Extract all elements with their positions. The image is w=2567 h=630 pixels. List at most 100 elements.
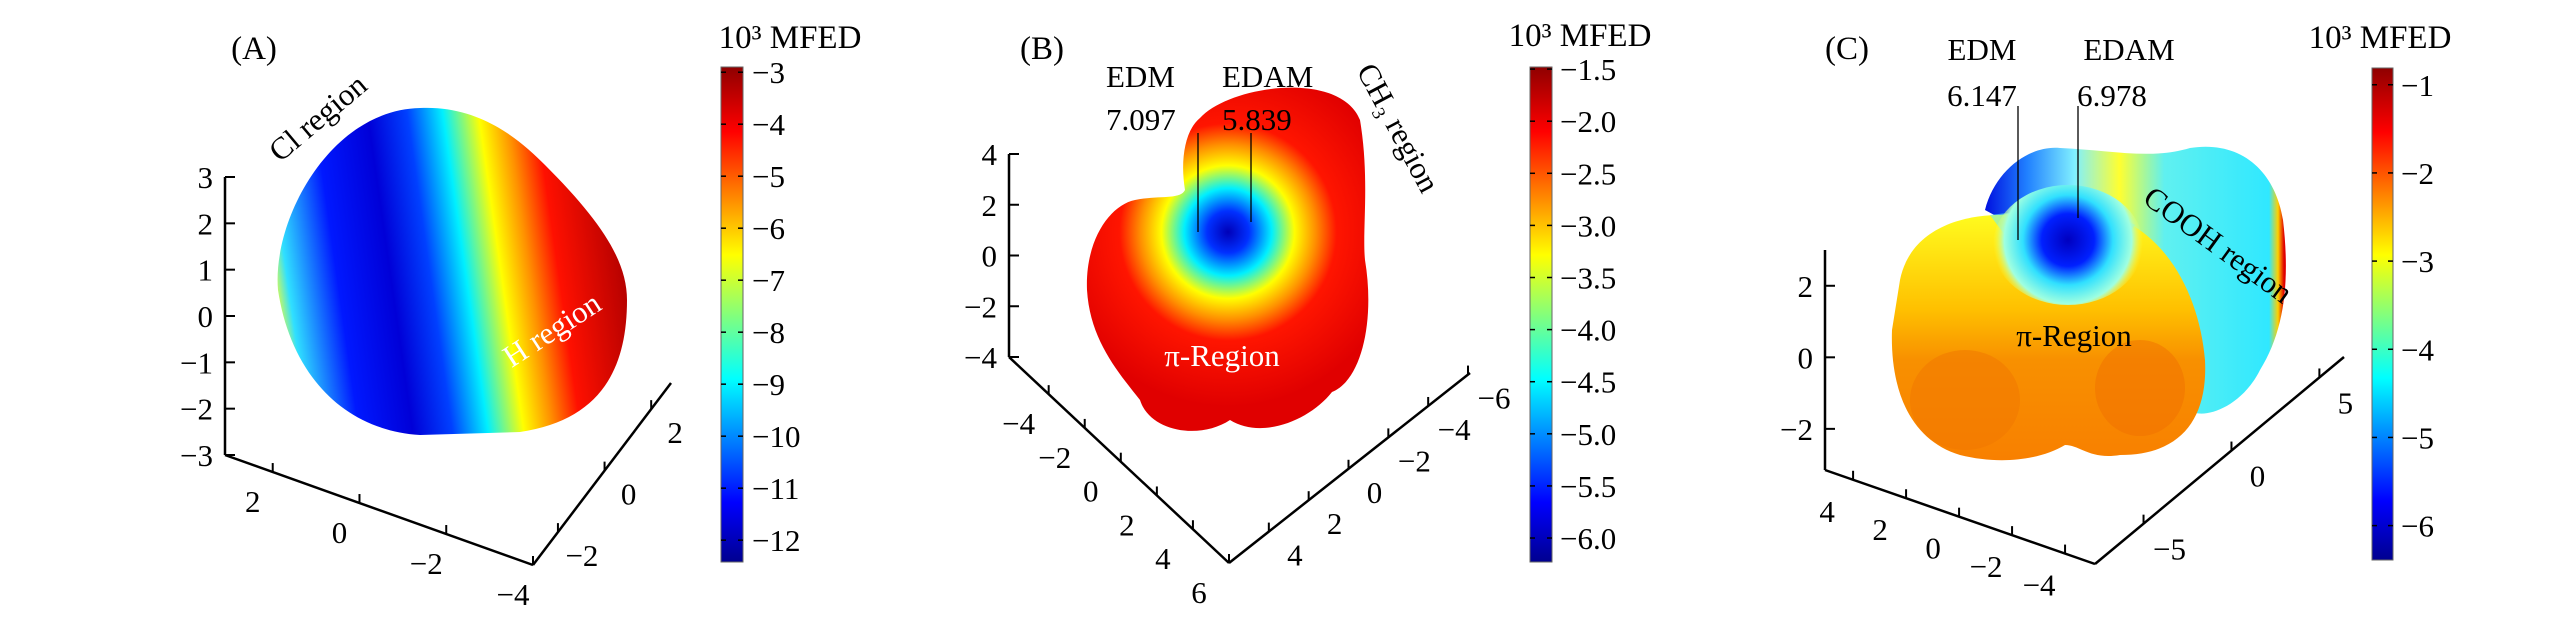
- z-tick-label: −3: [180, 438, 213, 473]
- colorbar-tick-label: −11: [752, 471, 799, 506]
- colorbar: 10³ MFED−1.5 −2.0 −2.5 −3.0 −3.5 −4.0 −4.5 −5.0…: [1509, 18, 1652, 563]
- x-axis-line: [224, 453, 534, 567]
- annotation-edm-label: EDM: [1948, 32, 2017, 67]
- x-tick-label: 4: [1819, 494, 1835, 529]
- y-tick-label: 4: [1287, 538, 1303, 573]
- x-tick-label: −2: [410, 546, 443, 581]
- x-tick-label: 2: [245, 484, 261, 519]
- panel-c: [1891, 146, 2286, 461]
- y-tick-label: −2: [565, 538, 598, 573]
- colorbar-tick-label: −2.5: [1560, 156, 1616, 191]
- x-tick-label: 0: [1925, 531, 1941, 566]
- colorbar-tick-label: −3.5: [1560, 261, 1616, 296]
- annotation-edam-value: 5.839: [1222, 102, 1292, 137]
- panel-label: (B): [1020, 31, 1064, 67]
- z-tick-label: 3: [198, 160, 214, 195]
- z-tick-label: 2: [1798, 269, 1814, 304]
- colorbar-tick-label: −8: [752, 315, 785, 350]
- x-tick-label: 2: [1119, 507, 1135, 542]
- colorbar-tick-label: −6: [752, 211, 785, 246]
- colorbar-tick-label: −5.0: [1560, 417, 1616, 452]
- z-tick-label: 2: [198, 206, 214, 241]
- colorbar-tick-label: −10: [752, 419, 800, 454]
- colorbar-tick-label: −1: [2401, 68, 2434, 103]
- x-tick-label: 2: [1872, 512, 1888, 547]
- y-tick-label: −4: [1438, 412, 1471, 447]
- x-axis: 4 2 0 −2 −4: [1819, 468, 2096, 603]
- colorbar-tick-label: −4: [2401, 332, 2434, 367]
- surface-a: [277, 107, 627, 435]
- colorbar-title: 10³ MFED: [719, 20, 862, 56]
- surface-b: [1086, 87, 1369, 431]
- y-axis-line: [2094, 356, 2345, 565]
- panel-b: [1086, 87, 1369, 431]
- panel-label: (C): [1825, 31, 1869, 67]
- y-tick-label: 2: [1327, 506, 1343, 541]
- colorbar-gradient: [2371, 67, 2394, 561]
- colorbar-tick-label: −1.5: [1560, 52, 1616, 87]
- colorbar-tick-label: −4.0: [1560, 313, 1616, 348]
- colorbar-tick-label: −3.0: [1560, 208, 1616, 243]
- colorbar-tick-label: −7: [752, 263, 785, 298]
- colorbar-tick-label: −6: [2401, 509, 2434, 544]
- z-tick-label: −2: [180, 392, 213, 427]
- colorbar: 10³ MFED−3 −4 −5 −6 −7 −8 −9 −10 −11 −12: [719, 20, 862, 563]
- annotation-edm-value: 6.147: [1947, 78, 2017, 113]
- z-tick-label: 1: [198, 253, 214, 288]
- panel-label: (A): [231, 31, 277, 67]
- colorbar-title: 10³ MFED: [1509, 18, 1652, 54]
- colorbar-tick-label: −12: [752, 523, 800, 558]
- y-tick-label: 5: [2338, 385, 2354, 420]
- annotation-region2: π-Region: [2016, 318, 2132, 353]
- colorbar-tick-label: −2: [2401, 156, 2434, 191]
- z-tick-label: −1: [180, 345, 213, 380]
- x-tick-label: 0: [332, 515, 348, 550]
- x-axis: 2 0 −2 −4: [224, 453, 534, 612]
- z-axis: 4 2 0 −2 −4: [964, 137, 1019, 375]
- x-tick-label: 0: [1083, 474, 1099, 509]
- annotation-edam-label: EDAM: [2083, 32, 2174, 67]
- z-axis: 3 2 1 0 −1 −2 −3: [180, 160, 235, 473]
- surface-c-edm-spot: [1993, 185, 2143, 305]
- annotation-edam-value: 6.978: [2077, 78, 2147, 113]
- z-tick-label: 0: [982, 239, 998, 274]
- x-tick-label: −4: [2023, 568, 2056, 603]
- colorbar-title: 10³ MFED: [2309, 20, 2452, 56]
- colorbar-tick-label: −4.5: [1560, 365, 1616, 400]
- colorbar-tick-label: −5: [752, 159, 785, 194]
- z-axis: 2 0 −2: [1780, 250, 1835, 470]
- x-tick-label: 4: [1155, 541, 1171, 576]
- colorbar-tick-label: −6.0: [1560, 521, 1616, 556]
- colorbar-tick-label: −9: [752, 367, 785, 402]
- y-axis-line: [532, 382, 672, 566]
- y-tick-label: 0: [2250, 459, 2266, 494]
- x-tick-label: −4: [1002, 406, 1035, 441]
- annotation-region2: π-Region: [1164, 338, 1280, 373]
- annotation-edm-label: EDM: [1106, 59, 1175, 94]
- x-tick-label: −2: [1038, 440, 1071, 475]
- colorbar-tick-label: −5.5: [1560, 469, 1616, 504]
- annotation-edam-label: EDAM: [1222, 59, 1313, 94]
- colorbar-tick-label: −3: [752, 55, 785, 90]
- y-tick-label: 0: [1367, 475, 1383, 510]
- x-axis-line: [1824, 468, 2096, 566]
- annotation-edm-value: 7.097: [1106, 102, 1176, 137]
- z-tick-label: −2: [1780, 412, 1813, 447]
- y-tick-label: −5: [2153, 532, 2186, 567]
- z-tick-label: 4: [982, 137, 998, 172]
- y-axis: −2 02: [532, 382, 683, 573]
- colorbar: 10³ MFED −1 −2 −3 −4 −5 −6: [2309, 20, 2452, 561]
- colorbar-tick-label: −2.0: [1560, 104, 1616, 139]
- colorbar-tick-label: −3: [2401, 244, 2434, 279]
- y-tick-label: 2: [667, 415, 683, 450]
- y-axis: −5 0 5: [2094, 356, 2354, 567]
- surface-c-orange-lobe-left: [1910, 350, 2020, 450]
- y-tick-label: −2: [1398, 443, 1431, 478]
- z-tick-label: 2: [982, 188, 998, 223]
- z-tick-label: −4: [964, 340, 997, 375]
- x-tick-label: −2: [1970, 549, 2003, 584]
